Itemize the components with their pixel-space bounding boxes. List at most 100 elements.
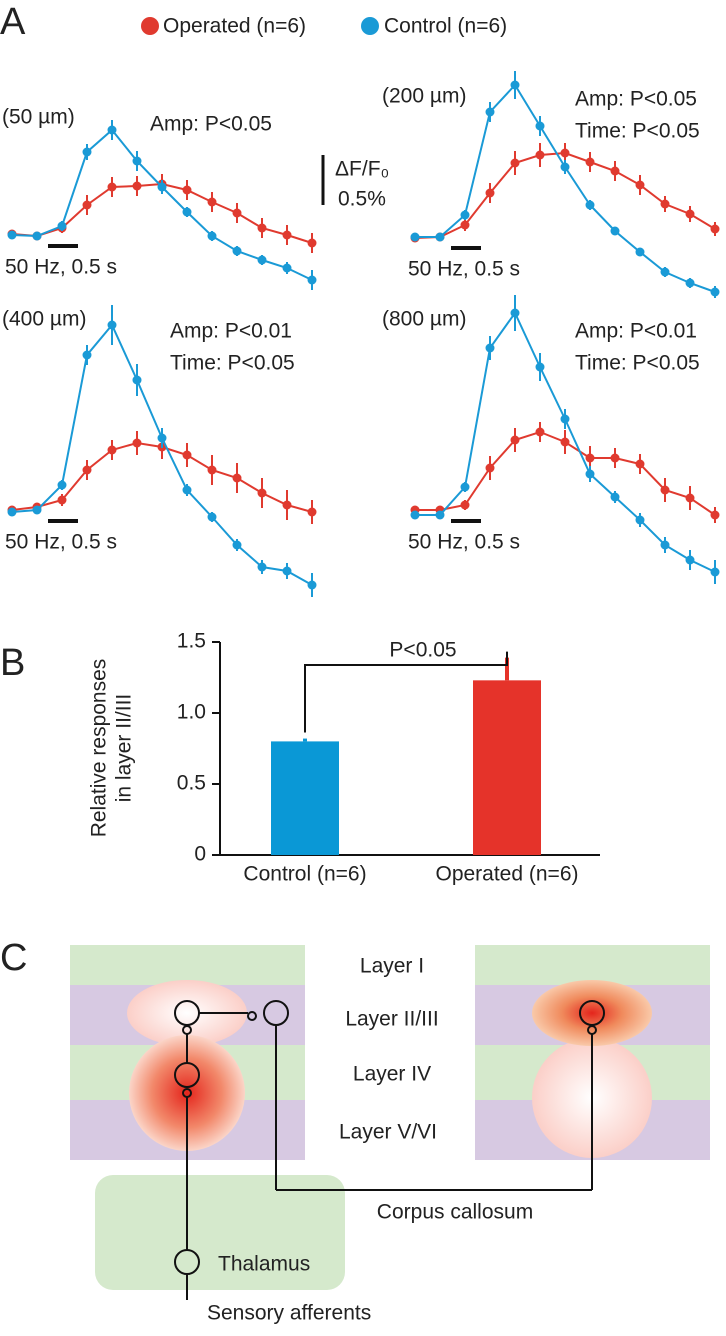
data-point bbox=[585, 469, 595, 479]
depth-label: (400 µm) bbox=[2, 308, 86, 331]
data-point bbox=[485, 463, 495, 473]
x-tick-label: Operated (n=6) bbox=[435, 863, 578, 886]
data-point bbox=[710, 567, 720, 577]
stat-annotation: Amp: P<0.05 bbox=[150, 113, 272, 136]
data-point bbox=[307, 275, 317, 285]
data-point bbox=[710, 510, 720, 520]
data-point bbox=[132, 181, 142, 191]
data-point bbox=[660, 540, 670, 550]
legend-swatch bbox=[361, 17, 379, 35]
y-tick-label: 1.0 bbox=[177, 701, 206, 724]
data-point bbox=[7, 507, 17, 517]
stat-annotation: Amp: P<0.01 bbox=[575, 320, 697, 343]
data-point bbox=[685, 278, 695, 288]
stimulus-label: 50 Hz, 0.5 s bbox=[5, 531, 117, 554]
diagram: Layer I Layer II/III Layer IV Layer V/VI… bbox=[70, 945, 710, 1325]
data-point bbox=[307, 507, 317, 517]
layer-band bbox=[70, 945, 305, 985]
data-point bbox=[685, 555, 695, 565]
stimulus-label: 50 Hz, 0.5 s bbox=[5, 256, 117, 279]
data-point bbox=[207, 197, 217, 207]
circuit bbox=[174, 1000, 605, 1300]
x-tick-label: Control (n=6) bbox=[243, 863, 366, 886]
data-point bbox=[257, 255, 267, 265]
y-tick-label: 0.5 bbox=[177, 772, 206, 795]
stat-annotation: Time: P<0.05 bbox=[575, 120, 700, 143]
data-point bbox=[460, 220, 470, 230]
stimulus-label: 50 Hz, 0.5 s bbox=[408, 531, 520, 554]
data-point bbox=[57, 495, 67, 505]
activity bbox=[129, 1035, 245, 1151]
thalamus-box bbox=[95, 1175, 345, 1290]
layer-label: Layer IV bbox=[353, 1063, 431, 1086]
data-point bbox=[510, 308, 520, 318]
depth-label: (200 µm) bbox=[382, 85, 466, 108]
activity bbox=[127, 980, 247, 1046]
data-point bbox=[660, 199, 670, 209]
legend-label: Control (n=6) bbox=[384, 15, 507, 38]
data-point bbox=[82, 350, 92, 360]
data-point bbox=[535, 362, 545, 372]
y-axis-label: Relative responses bbox=[88, 659, 111, 838]
data-point bbox=[585, 200, 595, 210]
data-point bbox=[132, 375, 142, 385]
data-point bbox=[32, 231, 42, 241]
data-point bbox=[207, 465, 217, 475]
data-point bbox=[207, 512, 217, 522]
data-point bbox=[82, 465, 92, 475]
data-point bbox=[182, 207, 192, 217]
stat-annotation: Time: P<0.05 bbox=[170, 352, 295, 375]
data-point bbox=[182, 185, 192, 195]
layer-label: Layer I bbox=[360, 955, 424, 978]
data-point bbox=[460, 500, 470, 510]
thalamus-label: Thalamus bbox=[218, 1253, 310, 1276]
layer-label: Layer II/III bbox=[345, 1008, 438, 1031]
data-point bbox=[107, 125, 117, 135]
data-point bbox=[485, 107, 495, 117]
data-point bbox=[560, 414, 570, 424]
scale-bar-value: 0.5% bbox=[338, 188, 386, 211]
y-tick-label: 1.5 bbox=[177, 630, 206, 653]
significance-label: P<0.05 bbox=[389, 639, 456, 662]
stimulus-label: 50 Hz, 0.5 s bbox=[408, 258, 520, 281]
data-point bbox=[307, 238, 317, 248]
data-point bbox=[257, 488, 267, 498]
data-point bbox=[182, 485, 192, 495]
data-point bbox=[435, 232, 445, 242]
data-point bbox=[107, 445, 117, 455]
data-point bbox=[560, 437, 570, 447]
data-point bbox=[510, 435, 520, 445]
data-point bbox=[635, 459, 645, 469]
data-point bbox=[157, 182, 167, 192]
data-point bbox=[710, 224, 720, 234]
legend-swatch bbox=[141, 17, 159, 35]
bar bbox=[473, 680, 541, 855]
data-point bbox=[460, 210, 470, 220]
data-point bbox=[560, 162, 570, 172]
data-point bbox=[282, 566, 292, 576]
panel-label: A bbox=[0, 1, 26, 43]
stat-annotation: Time: P<0.05 bbox=[575, 352, 700, 375]
data-point bbox=[82, 200, 92, 210]
depth-label: (800 µm) bbox=[382, 308, 466, 331]
data-point bbox=[232, 246, 242, 256]
data-point bbox=[232, 208, 242, 218]
panel-label: C bbox=[0, 937, 27, 979]
significance-bracket bbox=[304, 651, 508, 733]
legend-label: Operated (n=6) bbox=[163, 15, 306, 38]
data-point bbox=[410, 232, 420, 242]
data-point bbox=[710, 287, 720, 297]
data-point bbox=[307, 580, 317, 590]
data-point bbox=[660, 485, 670, 495]
data-point bbox=[157, 433, 167, 443]
y-tick-label: 0 bbox=[194, 843, 206, 866]
connection-label: Corpus callosum bbox=[377, 1201, 533, 1224]
layer-label: Layer V/VI bbox=[339, 1121, 437, 1144]
scale-bar-label: ΔF/F₀ bbox=[335, 158, 389, 181]
data-point bbox=[510, 80, 520, 90]
stat-annotation: Amp: P<0.05 bbox=[575, 88, 697, 111]
data-point bbox=[57, 480, 67, 490]
input-label: Sensory afferents bbox=[207, 1302, 371, 1325]
data-point bbox=[585, 157, 595, 167]
